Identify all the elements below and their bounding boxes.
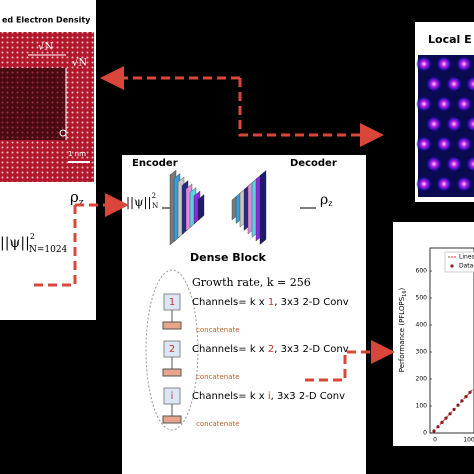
y-tick-label: 100 bbox=[416, 403, 428, 410]
blob bbox=[456, 56, 472, 72]
blob bbox=[466, 76, 474, 92]
decoder-label: Decoder bbox=[290, 158, 337, 169]
layer-post: , 3x3 2-D Conv bbox=[271, 391, 345, 402]
y-tick-label: 200 bbox=[416, 376, 428, 383]
layer-pre: Channels= k x bbox=[192, 297, 268, 308]
blob bbox=[416, 96, 432, 112]
layer-pre: Channels= k x bbox=[192, 391, 268, 402]
blob bbox=[466, 156, 474, 172]
concat-box bbox=[162, 321, 182, 330]
net-input: ||ψ||2 N bbox=[126, 192, 158, 210]
concat-box bbox=[162, 415, 182, 424]
skip-arc bbox=[145, 269, 199, 431]
layer-factor: 1 bbox=[268, 297, 274, 308]
layer-pre: Channels= k x bbox=[192, 344, 268, 355]
blob bbox=[416, 56, 432, 72]
data-point bbox=[432, 429, 436, 433]
blob bbox=[426, 116, 442, 132]
data-point bbox=[444, 416, 448, 420]
y-tick-label: 300 bbox=[416, 349, 428, 356]
x-tick-label: 100 bbox=[463, 437, 474, 444]
ldos-blobs bbox=[416, 56, 474, 192]
dim-label: √N bbox=[38, 42, 53, 53]
growth-rate: Growth rate, k = 256 bbox=[192, 276, 311, 289]
input-label: ||ψ||2 N=1024 bbox=[0, 232, 68, 255]
layer-index: i bbox=[171, 391, 174, 402]
density-region bbox=[0, 68, 66, 140]
dense-title: Dense Block bbox=[190, 251, 266, 264]
legend-dot bbox=[450, 264, 454, 268]
dense-layers: 1 Channels= k x 1, 3x3 2-D Convconcatenat… bbox=[162, 293, 349, 428]
blob bbox=[436, 96, 452, 112]
blob bbox=[426, 156, 442, 172]
concat-label: concatenate bbox=[196, 373, 240, 381]
layer-desc: Channels= k x i, 3x3 2-D Conv bbox=[192, 391, 345, 402]
y-tick-label: 500 bbox=[416, 295, 428, 302]
network-layers bbox=[162, 169, 316, 246]
blob bbox=[446, 156, 462, 172]
y-tick-label: 600 bbox=[416, 268, 428, 275]
data-point bbox=[460, 399, 464, 403]
blob bbox=[416, 136, 432, 152]
blob bbox=[446, 76, 462, 92]
plot-frame bbox=[429, 247, 474, 434]
blob bbox=[416, 176, 432, 192]
layer-desc: Channels= k x 1, 3x3 2-D Conv bbox=[192, 297, 349, 308]
scale-label: 1 nm bbox=[68, 150, 86, 158]
layer-factor: 2 bbox=[268, 344, 274, 355]
blob bbox=[426, 76, 442, 92]
data-point bbox=[452, 407, 456, 412]
legend-label: Linear bbox=[459, 254, 474, 261]
panel-title: Local E bbox=[428, 33, 472, 46]
data-point bbox=[440, 420, 444, 424]
legend-label: Data-s bbox=[459, 263, 474, 270]
data-point bbox=[436, 425, 440, 429]
blob bbox=[436, 56, 452, 72]
layer-index: 1 bbox=[169, 297, 175, 308]
layer-post: , 3x3 2-D Conv bbox=[274, 297, 348, 308]
panel-title: ed Electron Density bbox=[2, 16, 91, 25]
layer-slab bbox=[197, 194, 205, 221]
blob bbox=[456, 96, 472, 112]
output-label: ρz bbox=[70, 188, 84, 208]
encoder-label: Encoder bbox=[132, 158, 178, 169]
y-tick-label: 0 bbox=[423, 430, 427, 437]
blob bbox=[446, 116, 462, 132]
data-point bbox=[468, 390, 472, 394]
layer-slab bbox=[259, 170, 267, 245]
concat-label: concatenate bbox=[196, 326, 240, 334]
data-point bbox=[456, 403, 460, 407]
x-tick-label: 0 bbox=[433, 437, 437, 444]
layer-post: , 3x3 2-D Conv bbox=[274, 344, 348, 355]
blob bbox=[456, 136, 472, 152]
concat-label: concatenate bbox=[196, 420, 240, 428]
data-point bbox=[464, 395, 468, 399]
flow-arrows bbox=[34, 66, 395, 382]
blob bbox=[436, 136, 452, 152]
layer-index: 2 bbox=[169, 344, 175, 355]
net-output: ρz bbox=[320, 192, 332, 208]
blob bbox=[456, 176, 472, 192]
data-point bbox=[448, 412, 452, 416]
blob bbox=[466, 116, 474, 132]
concat-box bbox=[162, 368, 182, 377]
layer-desc: Channels= k x 2, 3x3 2-D Conv bbox=[192, 344, 349, 355]
layer-factor: i bbox=[268, 391, 271, 402]
blob bbox=[436, 176, 452, 192]
dim-label: √N bbox=[72, 58, 87, 69]
y-axis-label: Performance (PFLOPS16) bbox=[398, 287, 408, 372]
marker bbox=[59, 129, 67, 137]
y-tick-label: 400 bbox=[416, 322, 428, 329]
plot: 0 100 200 300 400 500 600 0 100 Linear Data-s bbox=[416, 251, 474, 444]
